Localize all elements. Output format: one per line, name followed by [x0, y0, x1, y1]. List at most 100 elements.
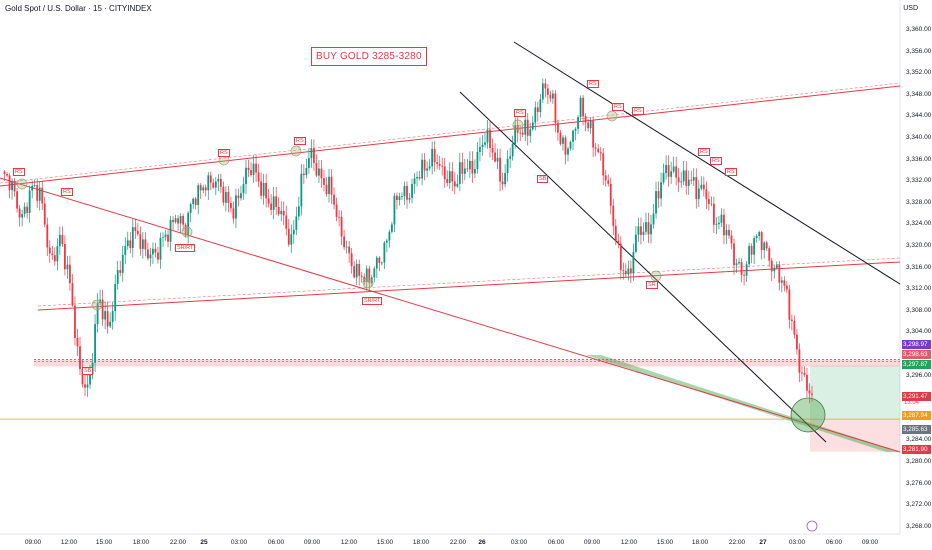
- y-tick-label: 3,316.00: [906, 263, 932, 271]
- candle-body: [240, 193, 242, 199]
- candle-body: [798, 349, 801, 373]
- candle-body: [305, 168, 308, 176]
- candle-body: [506, 158, 509, 174]
- candle-body: [129, 240, 132, 249]
- candle-body: [13, 180, 16, 192]
- y-tick-label: 3,308.00: [906, 306, 932, 314]
- candle-body: [23, 206, 26, 214]
- candle-body: [126, 240, 129, 247]
- y-tick-label: 3,304.00: [906, 328, 932, 336]
- price-badge: 3,298.63: [902, 350, 931, 359]
- candle-body: [262, 182, 265, 196]
- x-tick-label: 09:00: [24, 539, 42, 546]
- candle-body: [164, 234, 167, 238]
- candle-body: [141, 239, 144, 249]
- candle-body: [441, 165, 444, 167]
- candle-body: [602, 153, 605, 176]
- candle-body: [124, 246, 127, 255]
- y-tick-label: 3,332.00: [906, 177, 932, 185]
- candle-body: [182, 215, 185, 225]
- candle-body: [21, 213, 24, 218]
- candle-body: [768, 248, 771, 261]
- candle-body: [783, 280, 786, 286]
- candle-body: [330, 176, 333, 195]
- candle-body: [295, 216, 298, 230]
- event-marker-icon: [806, 520, 818, 532]
- level-label: RS: [61, 188, 73, 196]
- candle-body: [224, 191, 227, 203]
- candle-body: [733, 243, 735, 266]
- candle-body: [257, 172, 260, 182]
- candle-body: [194, 198, 197, 206]
- candle-body: [690, 179, 693, 181]
- candle-body: [385, 240, 388, 243]
- candle-body: [66, 264, 69, 270]
- x-tick-label: 12:00: [340, 539, 358, 546]
- candle-body: [806, 374, 808, 391]
- candle-body: [235, 195, 237, 219]
- candle-body: [348, 246, 351, 254]
- candle-body: [388, 231, 391, 241]
- candle-body: [31, 185, 34, 191]
- candle-body: [524, 119, 527, 135]
- candle-body: [496, 157, 499, 162]
- candle-body: [461, 162, 464, 174]
- candle-body: [650, 224, 652, 235]
- candle-body: [720, 214, 723, 223]
- candle-body: [697, 188, 700, 200]
- candle-body: [577, 117, 579, 129]
- candle-body: [675, 166, 678, 178]
- candle-body: [451, 171, 454, 182]
- candle-body: [793, 320, 796, 335]
- candle-body: [51, 253, 54, 256]
- candle-body: [491, 148, 494, 153]
- candle-body: [811, 393, 813, 395]
- candle-body: [735, 263, 738, 266]
- candle-body: [526, 119, 529, 136]
- candle-body: [765, 242, 768, 249]
- candle-body: [393, 195, 396, 225]
- candle-body: [277, 207, 280, 215]
- candle-body: [614, 225, 617, 241]
- candle-body: [323, 178, 325, 185]
- candle-body: [536, 107, 539, 113]
- candle-body: [667, 165, 670, 177]
- candle-body: [139, 234, 142, 249]
- candle-body: [511, 143, 514, 157]
- candle-body: [302, 173, 305, 176]
- y-tick-label: 3,360.00: [906, 26, 932, 33]
- candle-body: [343, 236, 346, 248]
- candle-body: [307, 158, 310, 169]
- candle-body: [63, 244, 66, 270]
- touch-marker: [362, 277, 374, 289]
- candle-body: [169, 219, 172, 242]
- y-tick-label: 3,340.00: [906, 134, 932, 141]
- candle-body: [174, 218, 177, 223]
- candle-body: [695, 177, 698, 200]
- candle-body: [260, 181, 262, 196]
- candle-body: [282, 210, 285, 216]
- candle-body: [237, 195, 240, 199]
- candle-body: [144, 239, 147, 250]
- level-label: SR: [646, 281, 658, 289]
- candle-body: [26, 206, 29, 213]
- candle-body: [552, 93, 554, 99]
- candle-body: [43, 203, 46, 225]
- candle-body: [209, 175, 212, 183]
- y-tick-label: 3,296.00: [906, 371, 932, 379]
- candle-body: [509, 156, 512, 159]
- y-tick-label: 3,328.00: [906, 198, 932, 206]
- candle-body: [796, 334, 798, 350]
- candle-body: [685, 170, 688, 186]
- mid-channel-dash: [37, 257, 901, 307]
- candle-body: [375, 257, 378, 269]
- candle-body: [775, 264, 778, 269]
- level-label: RS: [587, 80, 599, 88]
- candle-body: [167, 234, 169, 242]
- buy-callout[interactable]: BUY GOLD 3285-3280: [311, 47, 427, 66]
- candle-body: [104, 311, 107, 320]
- candle-body: [86, 384, 89, 388]
- candle-body: [227, 191, 230, 204]
- candle-body: [61, 234, 64, 245]
